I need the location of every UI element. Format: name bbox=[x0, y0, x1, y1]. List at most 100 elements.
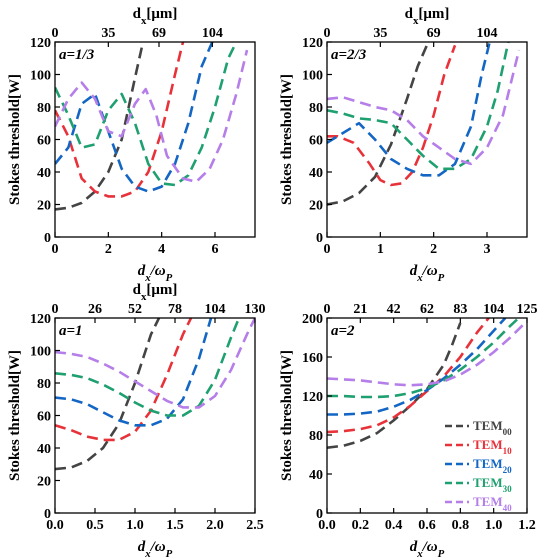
y-tick-label: 80 bbox=[309, 429, 323, 444]
panel-label: a=1 bbox=[59, 323, 83, 339]
series-line-tem40 bbox=[55, 49, 249, 184]
series-line-tem40 bbox=[55, 318, 255, 409]
series-line-tem30 bbox=[55, 42, 238, 187]
series-line-tem20 bbox=[327, 42, 491, 177]
top-x-axis-title: dx[μm] bbox=[133, 282, 178, 303]
series-line-tem00 bbox=[55, 318, 161, 471]
y-tick-label: 20 bbox=[37, 475, 51, 490]
top-x-tick-label: 69 bbox=[152, 26, 166, 41]
series-line-tem30 bbox=[55, 318, 241, 417]
x-tick-label: 1.0 bbox=[485, 518, 503, 533]
x-axis-title: dx/ωP bbox=[138, 539, 173, 558]
top-x-tick-label: 104 bbox=[202, 26, 223, 41]
x-tick-label: 0.4 bbox=[385, 518, 403, 533]
series-line-tem10 bbox=[327, 44, 457, 187]
y-tick-label: 40 bbox=[309, 166, 323, 181]
series-line-tem20 bbox=[55, 42, 214, 193]
series-line-tem00 bbox=[55, 42, 145, 211]
x-tick-label: 0.6 bbox=[418, 518, 436, 533]
x-tick-label: 0.5 bbox=[86, 518, 104, 533]
top-x-tick-label: 104 bbox=[477, 26, 498, 41]
y-tick-label: 40 bbox=[37, 442, 51, 457]
top-x-tick-label: 0 bbox=[52, 302, 59, 317]
x-tick-label: 0 bbox=[324, 242, 331, 257]
top-x-tick-label: 35 bbox=[101, 26, 115, 41]
y-tick-label: 100 bbox=[30, 69, 51, 84]
x-tick-label: 0 bbox=[52, 242, 59, 257]
top-x-tick-label: 42 bbox=[387, 302, 401, 317]
panel-label: a=2 bbox=[331, 323, 355, 339]
series-line-tem40 bbox=[327, 319, 527, 387]
legend-label-tem40: TEM40 bbox=[473, 494, 512, 513]
series-line-tem40 bbox=[327, 49, 521, 166]
x-tick-label: 2.5 bbox=[246, 518, 264, 533]
top-x-tick-label: 35 bbox=[373, 26, 387, 41]
y-tick-label: 40 bbox=[309, 468, 323, 483]
y-axis-title: Stokes threshold[W] bbox=[7, 74, 23, 205]
y-tick-label: 20 bbox=[309, 199, 323, 214]
top-x-tick-label: 0 bbox=[52, 26, 59, 41]
y-tick-label: 80 bbox=[37, 101, 51, 116]
x-axis-title: dx/ωP bbox=[410, 539, 445, 558]
y-tick-label: 100 bbox=[302, 69, 323, 84]
series-line-tem10 bbox=[327, 318, 490, 434]
x-tick-label: 3 bbox=[484, 242, 491, 257]
top-x-tick-label: 26 bbox=[88, 302, 102, 317]
y-tick-label: 120 bbox=[30, 312, 51, 327]
x-tick-label: 2 bbox=[105, 242, 112, 257]
series-group bbox=[55, 42, 249, 211]
y-tick-label: 80 bbox=[37, 377, 51, 392]
legend-label-tem10: TEM10 bbox=[473, 437, 512, 456]
y-tick-label: 0 bbox=[44, 231, 51, 246]
y-tick-label: 100 bbox=[30, 345, 51, 360]
top-x-axis-title: dx[μm] bbox=[405, 6, 450, 27]
y-tick-label: 40 bbox=[37, 166, 51, 181]
top-x-tick-label: 52 bbox=[128, 302, 142, 317]
top-x-tick-label: 0 bbox=[324, 26, 331, 41]
legend-label-tem20: TEM20 bbox=[473, 456, 512, 475]
y-tick-label: 0 bbox=[44, 507, 51, 522]
x-axis-title: dx/ωP bbox=[138, 263, 173, 284]
y-tick-label: 20 bbox=[37, 199, 51, 214]
top-x-tick-label: 0 bbox=[324, 302, 331, 317]
x-tick-label: 1.5 bbox=[166, 518, 184, 533]
top-x-tick-label: 78 bbox=[168, 302, 182, 317]
x-axis-title: dx/ωP bbox=[410, 263, 445, 284]
y-tick-label: 120 bbox=[302, 390, 323, 405]
y-tick-label: 0 bbox=[316, 231, 323, 246]
y-tick-label: 120 bbox=[302, 36, 323, 51]
series-line-tem00 bbox=[327, 42, 430, 206]
series-line-tem00 bbox=[327, 322, 462, 449]
series-group bbox=[327, 318, 527, 449]
legend-label-tem30: TEM30 bbox=[473, 475, 512, 494]
y-tick-label: 0 bbox=[316, 507, 323, 522]
top-x-tick-label: 83 bbox=[453, 302, 467, 317]
x-tick-label: 0.0 bbox=[46, 518, 64, 533]
x-tick-label: 1.2 bbox=[518, 518, 536, 533]
x-tick-label: 0.8 bbox=[452, 518, 470, 533]
series-line-tem10 bbox=[55, 318, 193, 442]
y-tick-label: 120 bbox=[30, 36, 51, 51]
x-tick-label: 6 bbox=[212, 242, 219, 257]
top-x-tick-label: 62 bbox=[420, 302, 434, 317]
plot-frame bbox=[54, 317, 256, 514]
legend-label-tem00: TEM00 bbox=[473, 418, 512, 437]
y-axis-title: Stokes threshold[W] bbox=[279, 350, 295, 481]
y-tick-label: 60 bbox=[309, 134, 323, 149]
series-group bbox=[327, 42, 521, 206]
y-tick-label: 60 bbox=[37, 410, 51, 425]
series-group bbox=[55, 318, 255, 471]
y-tick-label: 160 bbox=[302, 351, 323, 366]
series-line-tem30 bbox=[327, 318, 520, 399]
top-x-tick-label: 130 bbox=[245, 302, 266, 317]
panel-label: a=1/3 bbox=[59, 47, 95, 63]
series-line-tem30 bbox=[327, 42, 510, 171]
top-x-tick-label: 125 bbox=[517, 302, 538, 317]
series-line-tem10 bbox=[55, 42, 185, 198]
series-line-tem20 bbox=[55, 318, 213, 427]
